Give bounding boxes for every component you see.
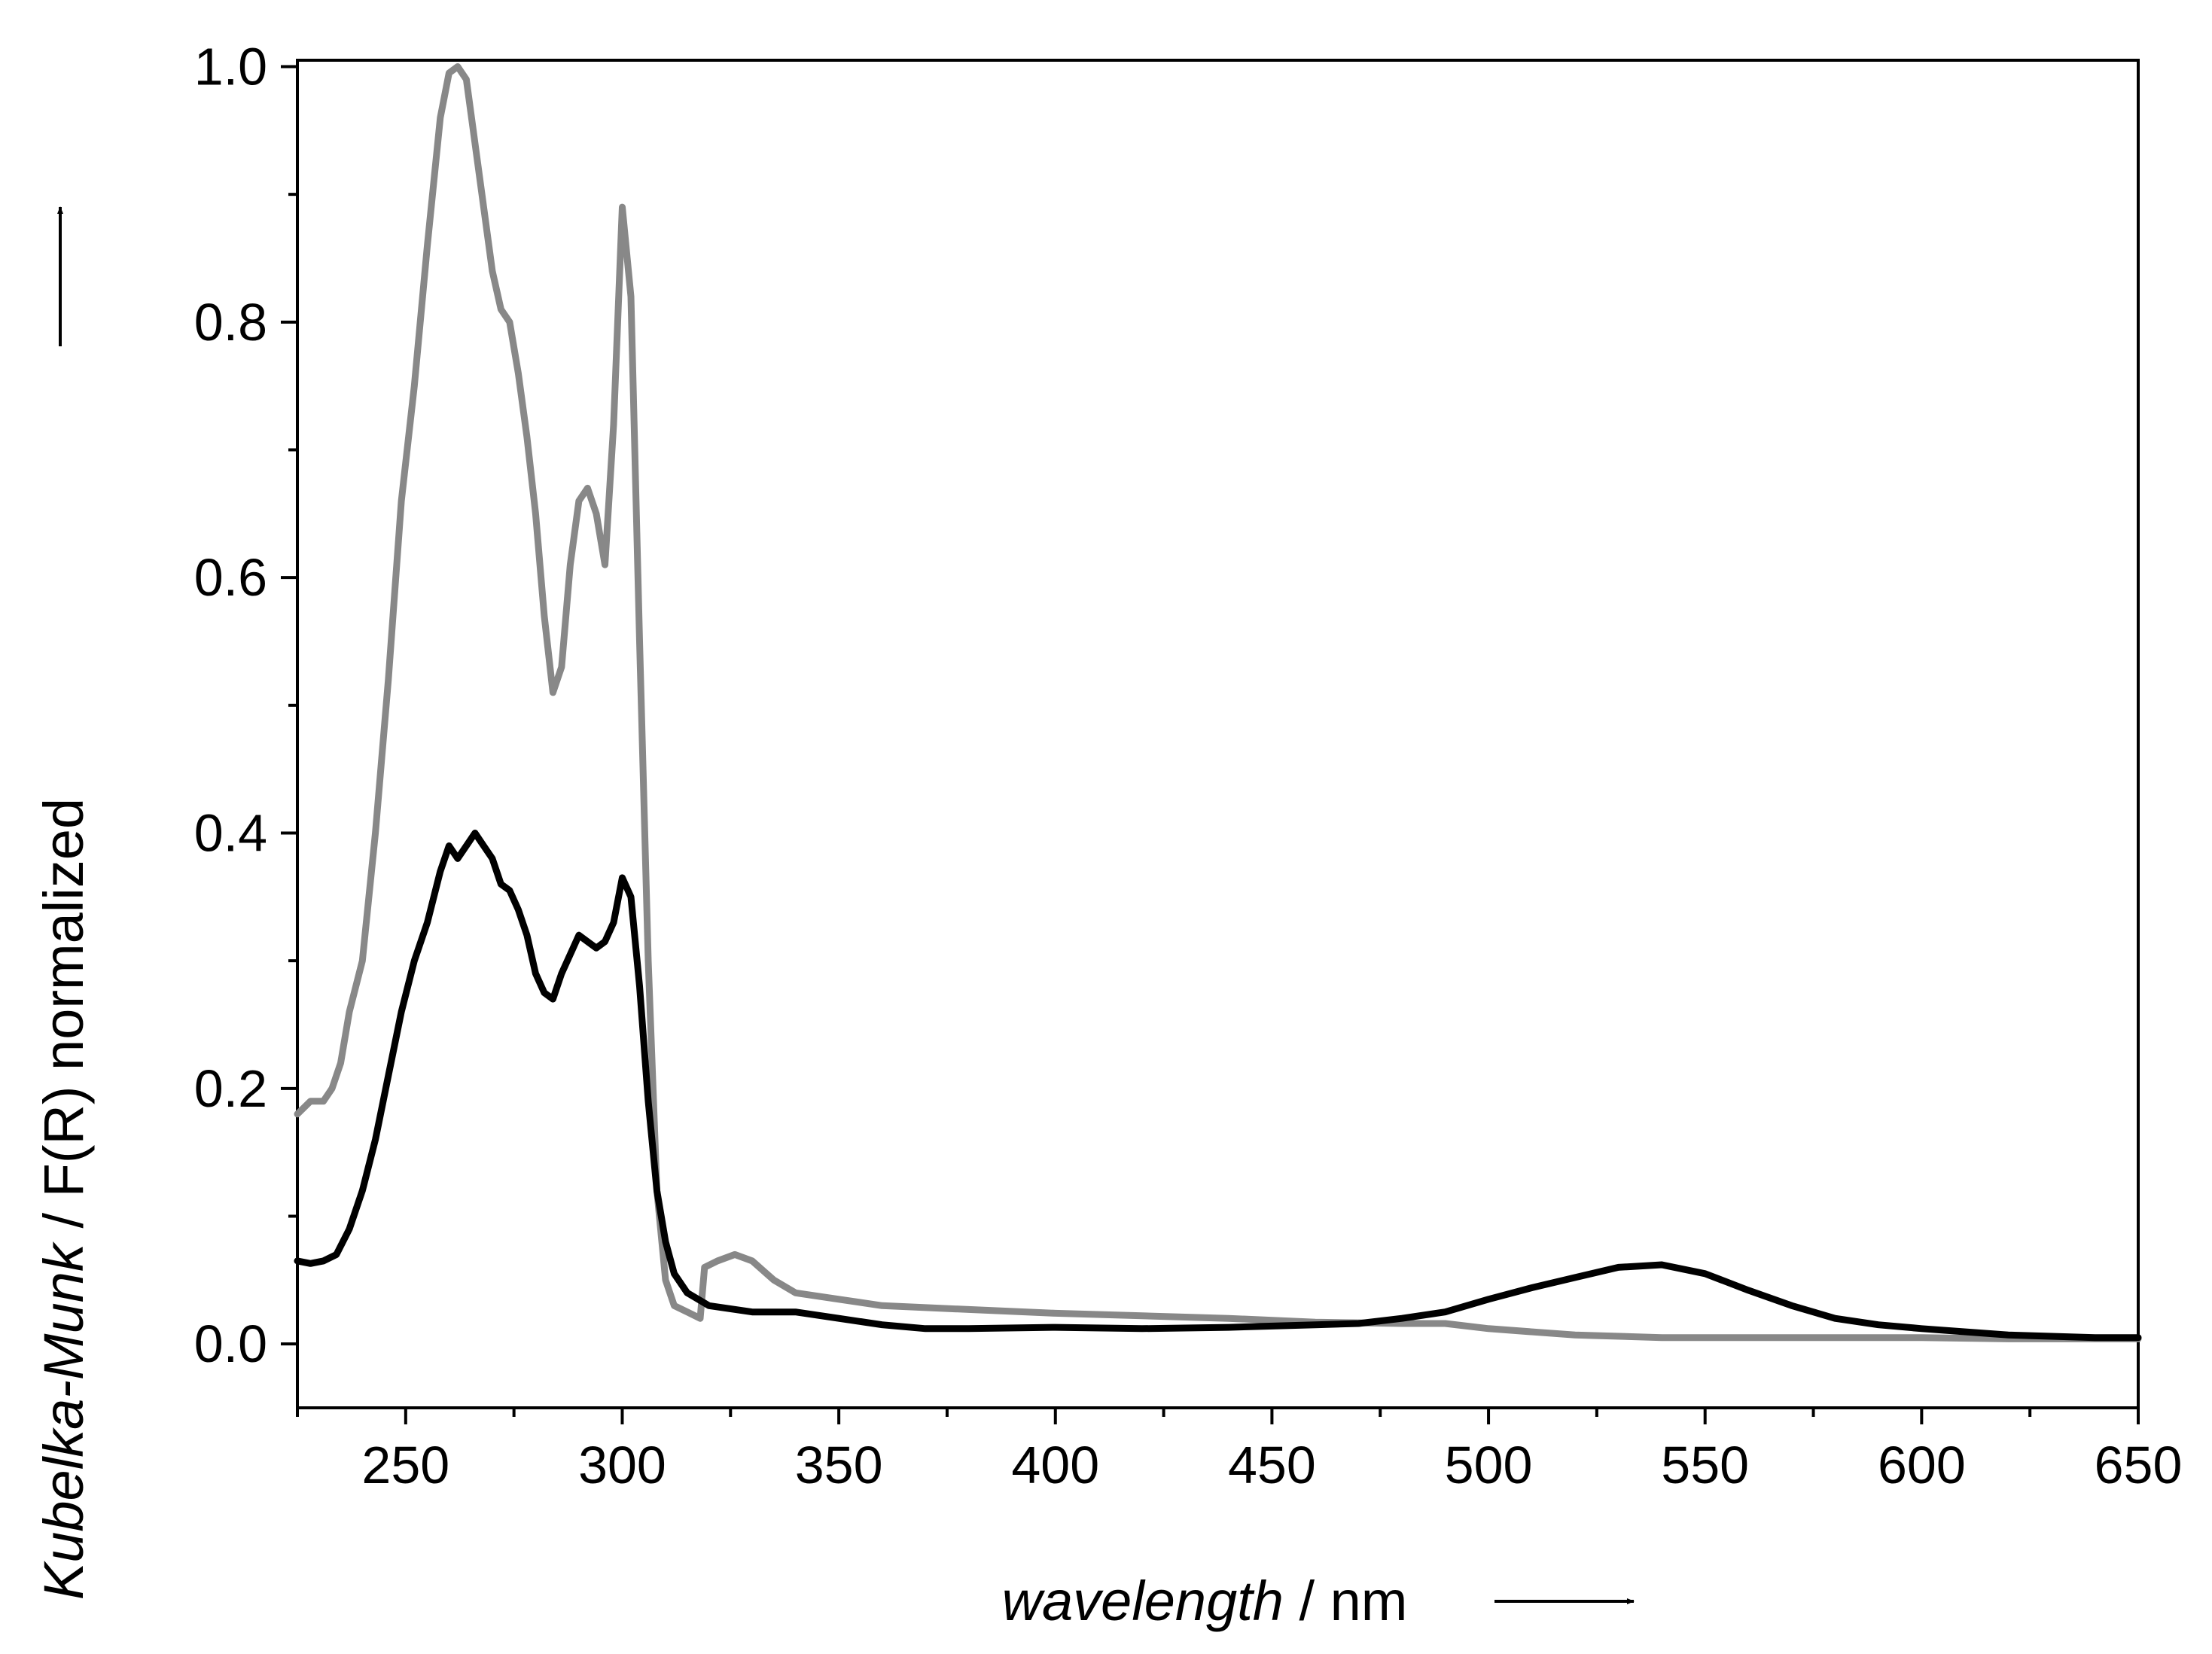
y-axis-label-italic: Kubelka-Munk	[32, 1241, 95, 1600]
x-axis-label: wavelength / nm	[1002, 1570, 1408, 1632]
y-axis-ticks: 0.0 0.2 0.4 0.6 0.8 1.0	[194, 37, 297, 1373]
x-axis-ticks: 250 300 350 400 450 500 550 600 650	[296, 1408, 2183, 1494]
x-tick-label: 400	[1011, 1436, 1099, 1494]
x-tick-label: 250	[361, 1436, 449, 1494]
y-tick-label: 0.2	[194, 1059, 267, 1118]
y-axis-label-unit: / F(R) normalized	[32, 798, 95, 1244]
x-tick-label: 500	[1445, 1436, 1533, 1494]
series-gray-line	[294, 63, 2142, 1342]
x-tick-label: 350	[795, 1436, 883, 1494]
y-tick-label: 0.0	[194, 1314, 267, 1373]
y-tick-label: 0.6	[194, 548, 267, 607]
x-tick-label: 600	[1878, 1436, 1966, 1494]
series-layer	[294, 63, 2142, 1342]
x-tick-label: 650	[2095, 1436, 2183, 1494]
y-tick-label: 0.4	[194, 803, 267, 862]
y-tick-label: 1.0	[194, 37, 267, 96]
y-tick-label: 0.8	[194, 293, 267, 352]
plot-border	[296, 59, 2140, 1409]
series-black-line	[294, 830, 2142, 1342]
x-tick-label: 300	[578, 1436, 666, 1494]
x-tick-label: 450	[1228, 1436, 1316, 1494]
x-axis-label-italic: wavelength	[1002, 1570, 1284, 1632]
x-tick-label: 550	[1661, 1436, 1749, 1494]
plot-frame	[296, 59, 2140, 1409]
x-axis-label-unit: / nm	[1284, 1570, 1407, 1632]
y-axis-label: Kubelka-Munk / F(R) normalized	[32, 798, 95, 1600]
